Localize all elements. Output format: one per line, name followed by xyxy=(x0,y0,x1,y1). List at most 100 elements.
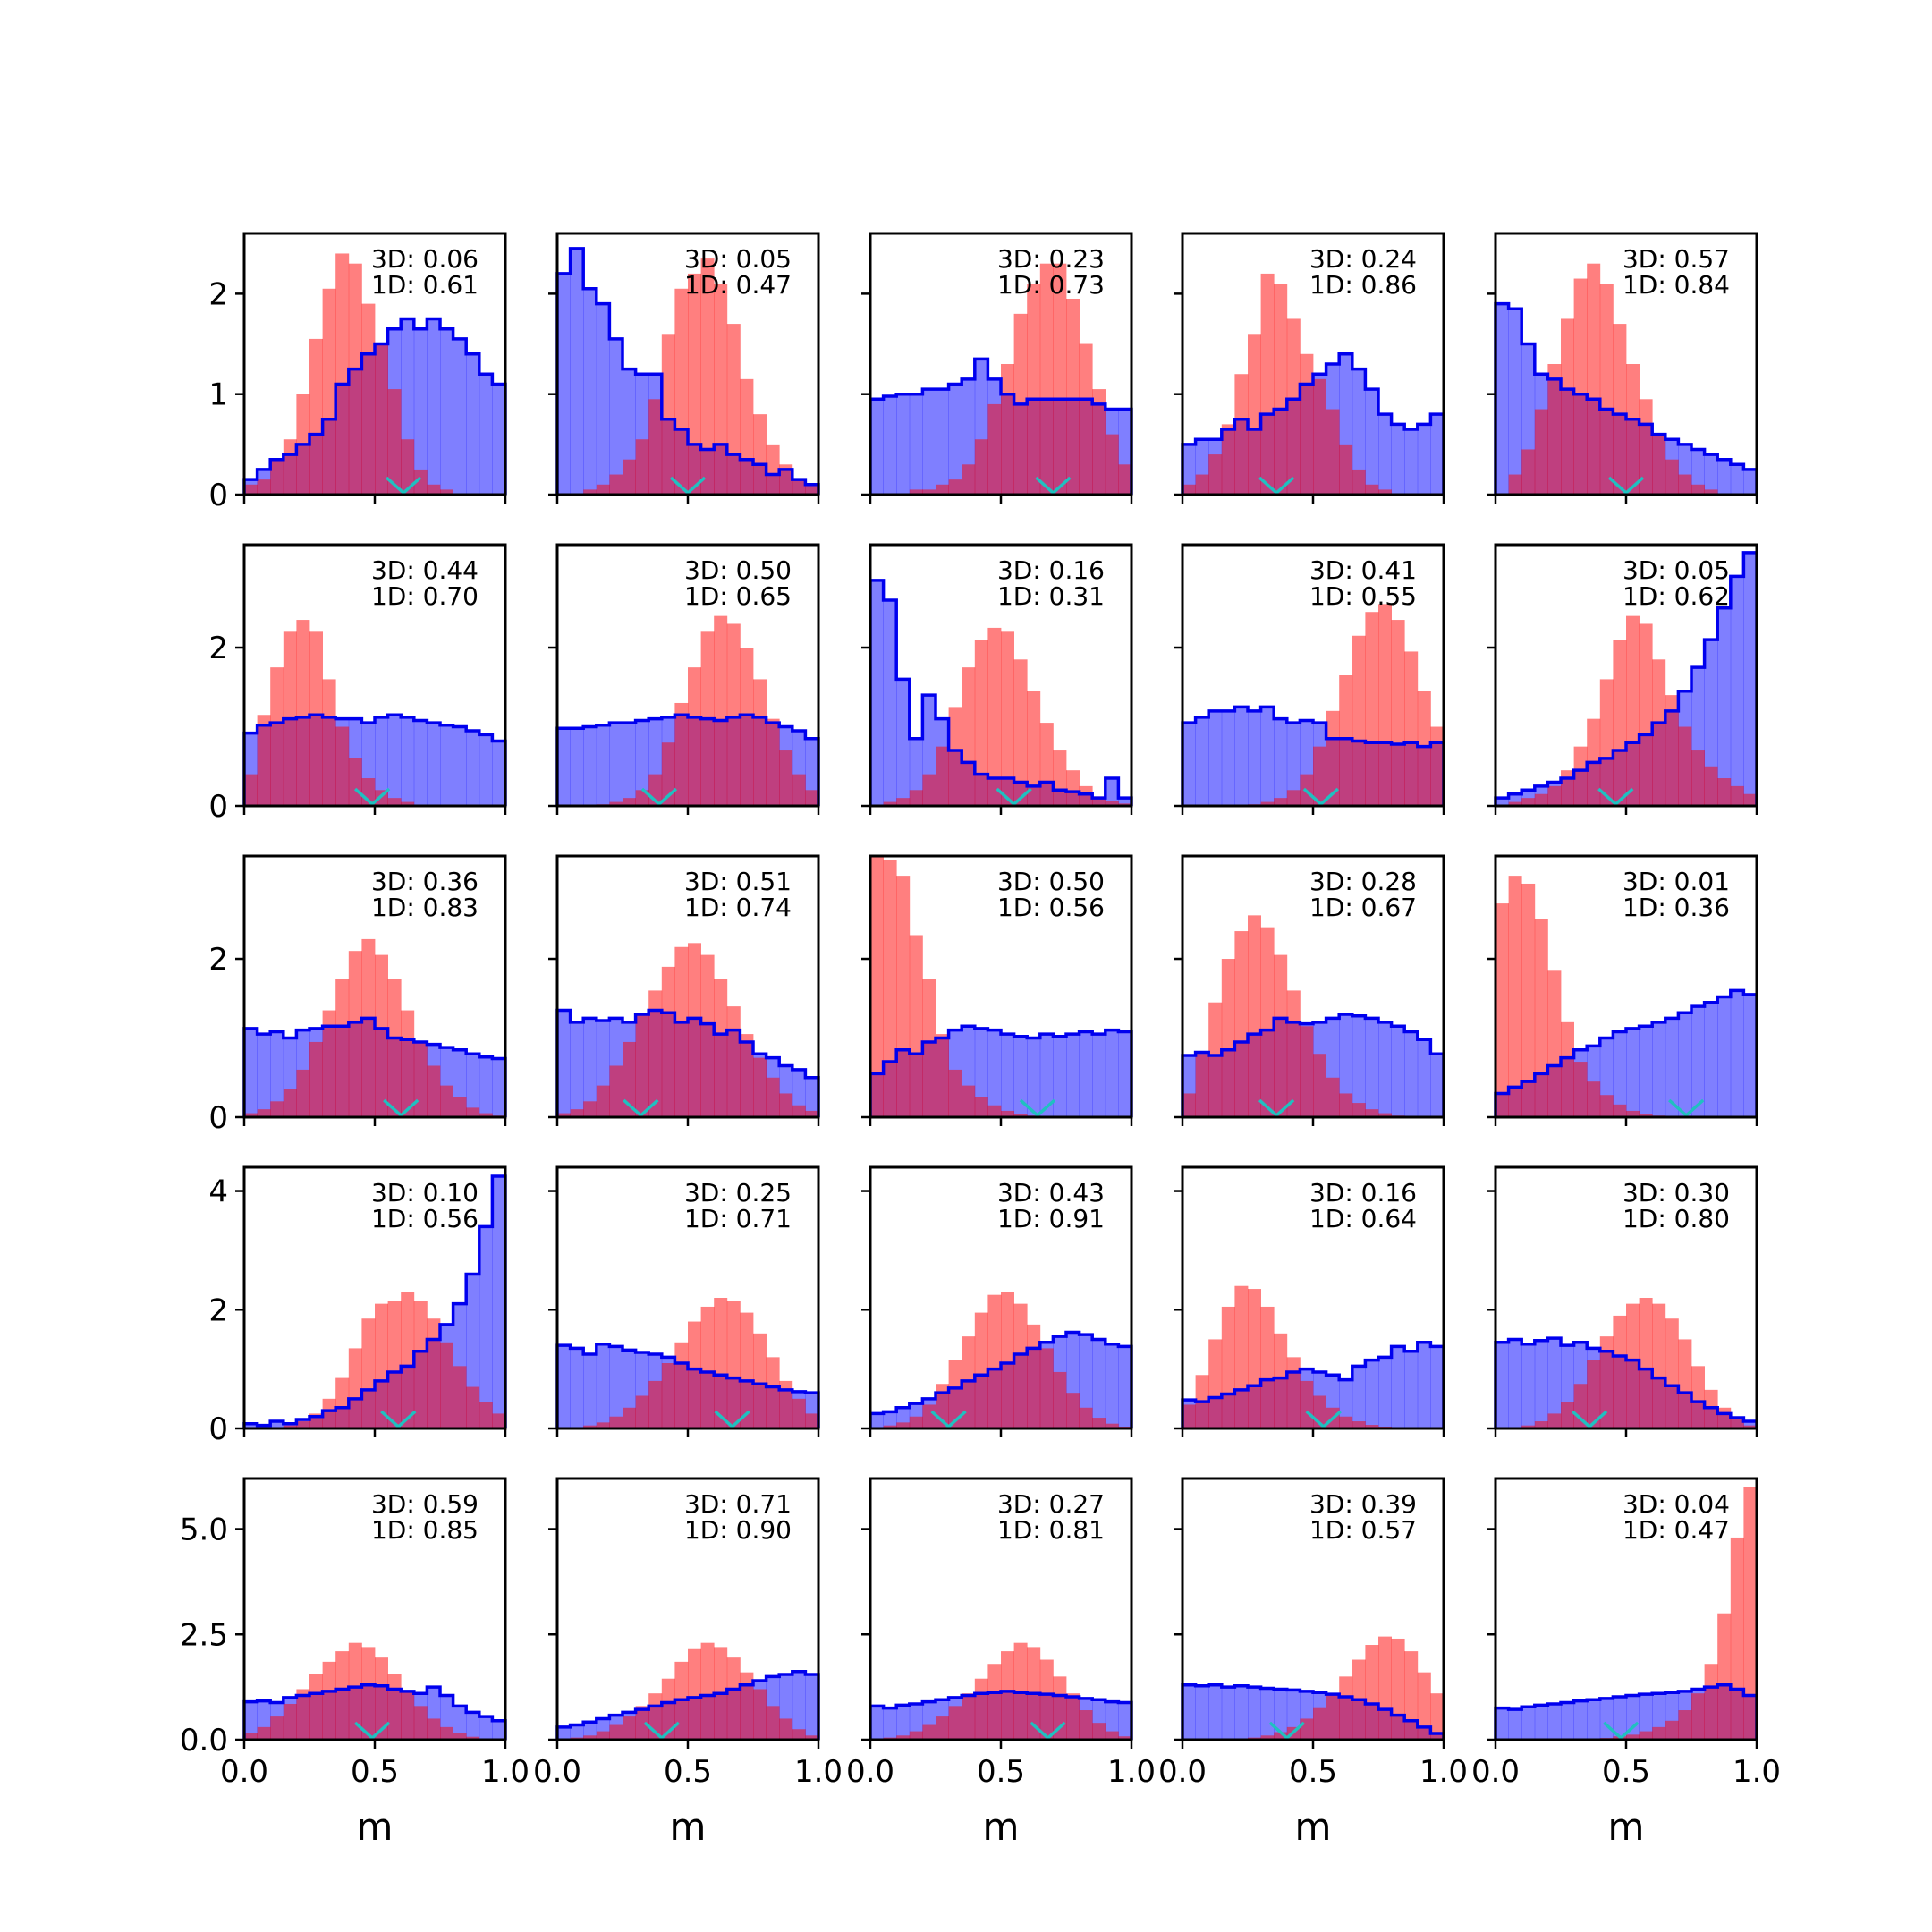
annotation-3d: 3D: 0.43 xyxy=(997,1178,1105,1208)
red-histogram-bar xyxy=(1221,424,1235,495)
blue-histogram-bar xyxy=(1260,707,1275,806)
red-histogram-bar xyxy=(1613,324,1627,495)
blue-histogram-bar xyxy=(1534,1705,1548,1740)
red-histogram-bar xyxy=(714,284,728,495)
blue-histogram-step-outline xyxy=(869,357,1133,495)
red-histogram-bar xyxy=(1743,793,1758,806)
red-histogram-bar xyxy=(753,414,767,495)
y-tick-label: 4 xyxy=(208,1174,228,1210)
red-histogram-bar xyxy=(962,464,976,495)
red-histogram-bar xyxy=(1378,1113,1392,1117)
blue-histogram-bar xyxy=(1391,424,1405,495)
red-histogram-bar xyxy=(1626,1303,1640,1428)
red-histogram-bar xyxy=(674,946,689,1117)
blue-histogram-step-outline xyxy=(1181,1341,1445,1428)
red-histogram-bar xyxy=(753,1057,767,1117)
blue-histogram-bar xyxy=(609,1346,623,1428)
annotation-3d: 3D: 0.28 xyxy=(1309,867,1417,896)
annotation-3d: 3D: 0.23 xyxy=(997,244,1105,274)
blue-histogram-bar xyxy=(1274,1689,1288,1740)
red-histogram-bar xyxy=(1365,1645,1379,1740)
blue-histogram-bar xyxy=(1508,1339,1522,1428)
red-histogram-bar xyxy=(1717,1613,1732,1740)
blue-histogram-bar xyxy=(805,738,819,806)
red-histogram-bar xyxy=(987,627,1002,806)
red-histogram-bar xyxy=(1001,1292,1014,1428)
red-histogram-bar xyxy=(1691,1366,1705,1428)
red-histogram-bar xyxy=(1286,1357,1301,1428)
red-histogram-bar xyxy=(1743,1487,1758,1740)
annotation-3d: 3D: 0.39 xyxy=(1309,1489,1417,1519)
red-histogram-bar xyxy=(1039,1659,1054,1740)
blue-histogram-bar xyxy=(244,1028,258,1117)
blue-histogram-bar xyxy=(1717,459,1732,495)
blue-histogram-bar xyxy=(805,1077,819,1117)
red-histogram-bar xyxy=(1248,1289,1261,1428)
blue-histogram-step-outline xyxy=(242,1016,507,1117)
blue-histogram-bar xyxy=(570,1021,584,1117)
annotation-1d: 1D: 0.90 xyxy=(684,1515,792,1545)
red-histogram-bar xyxy=(936,1716,949,1740)
red-histogram-bar xyxy=(609,1416,623,1428)
red-histogram-bar xyxy=(688,943,701,1117)
red-histogram-bar xyxy=(361,1318,376,1428)
red-histogram-bar xyxy=(1208,1002,1223,1117)
red-histogram-bar xyxy=(1639,623,1653,806)
blue-histogram-bar xyxy=(583,1722,597,1740)
red-histogram-bar xyxy=(753,1333,767,1428)
red-histogram-bar xyxy=(883,860,897,1117)
v-marker xyxy=(930,1410,967,1429)
blue-histogram-bar xyxy=(1092,1034,1106,1117)
red-histogram-bar xyxy=(779,1380,793,1428)
blue-histogram-bar xyxy=(1105,1030,1119,1117)
blue-histogram-bar xyxy=(1105,1343,1119,1428)
red-histogram-bar xyxy=(1013,1303,1028,1428)
blue-histogram-bar xyxy=(440,724,453,806)
red-histogram-bar xyxy=(1339,1676,1353,1740)
y-tick-label: 2 xyxy=(208,942,228,978)
blue-histogram-bar xyxy=(1234,1685,1249,1740)
y-tick-label: 0 xyxy=(208,478,228,513)
red-histogram-bar xyxy=(1561,1402,1574,1428)
blue-histogram-step-outline xyxy=(555,1343,820,1428)
red-histogram-bar xyxy=(740,648,754,806)
red-histogram-bar xyxy=(1561,1021,1574,1117)
red-histogram-bar xyxy=(1547,785,1562,806)
red-histogram-bar xyxy=(270,1716,284,1740)
blue-histogram-bar xyxy=(1547,1338,1562,1428)
red-histogram-bar xyxy=(936,484,949,495)
red-histogram-bar xyxy=(1417,1672,1431,1740)
blue-histogram-bar xyxy=(883,1411,897,1428)
red-histogram-bar xyxy=(805,484,819,495)
red-histogram-bar xyxy=(1639,1731,1653,1740)
red-histogram-bar xyxy=(1339,675,1353,806)
red-histogram-bar xyxy=(922,774,936,806)
blue-histogram-bar xyxy=(427,318,441,495)
red-histogram-bar xyxy=(987,1294,1002,1428)
red-histogram-bar xyxy=(1626,615,1640,806)
blue-histogram-bar xyxy=(453,1706,467,1740)
blue-histogram-bar xyxy=(1626,1028,1640,1117)
blue-histogram-bar xyxy=(1613,1031,1627,1117)
red-histogram-bar xyxy=(792,1729,806,1740)
blue-histogram-bar xyxy=(479,1716,493,1740)
red-histogram-bar xyxy=(635,1706,649,1740)
red-histogram-bar xyxy=(1534,1421,1548,1428)
v-marker xyxy=(1571,1410,1608,1429)
red-histogram-bar xyxy=(779,1718,793,1740)
red-histogram-bar xyxy=(322,1010,336,1117)
blue-histogram-bar xyxy=(1182,723,1196,806)
red-histogram-bar xyxy=(661,334,675,495)
red-histogram-bar xyxy=(335,979,350,1117)
blue-histogram-bar xyxy=(270,1421,284,1428)
red-histogram-bar xyxy=(1027,1324,1041,1428)
red-histogram-bar xyxy=(1066,299,1080,495)
blue-histogram-bar xyxy=(413,720,428,806)
blue-histogram-step-outline xyxy=(555,1008,820,1117)
red-histogram-bar xyxy=(335,1377,350,1428)
red-histogram-bar xyxy=(1678,726,1692,806)
red-histogram-bar xyxy=(1665,695,1679,806)
red-histogram-bar xyxy=(1521,1425,1536,1428)
